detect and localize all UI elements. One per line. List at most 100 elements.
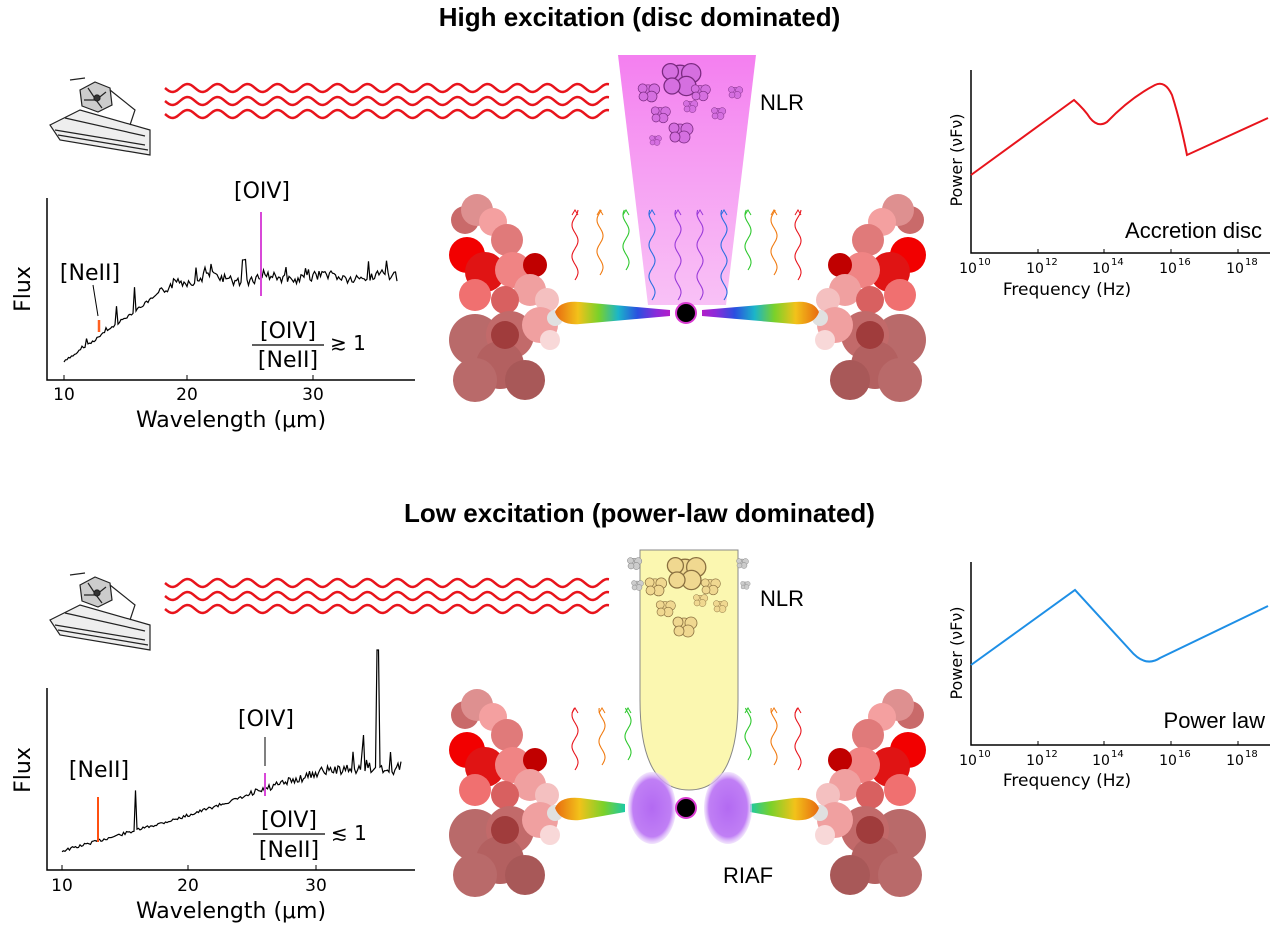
spec-xtick: 10 [53,385,75,405]
sed-xtick: 10 [1159,753,1177,769]
spec-xlabel: Wavelength (μm) [136,408,326,433]
spec-xtick: 30 [305,876,327,896]
radiation-wave-icon [164,82,610,120]
sed-xtick-exponent: 14 [1111,257,1124,268]
squiggle [624,707,632,761]
sed-xtick: 10 [1226,261,1244,277]
sed-xtick-exponent: 10 [978,257,991,268]
squiggle-arrowhead [571,209,579,216]
spec-xtick: 20 [176,385,198,405]
accretion-disc-right [750,797,819,821]
sed-xtick-exponent: 16 [1178,257,1191,268]
sed-xlabel: Frequency (Hz) [1003,280,1131,300]
sed-xtick: 10 [959,753,977,769]
sed-xtick: 10 [1092,261,1110,277]
neii-pointer [92,284,99,317]
spec-xtick: 20 [177,876,199,896]
wave-line [164,590,610,602]
ratio-denominator: [NeII] [258,348,318,373]
sed-xtick-exponent: 10 [978,749,991,760]
sed-xtick: 10 [959,261,977,277]
squiggle [770,707,778,766]
sed-xtick: 10 [1159,261,1177,277]
squiggle-arrowhead [624,707,632,714]
spectrum-trace [63,258,398,363]
spectrum-trace [61,649,402,853]
squiggle [571,209,579,281]
spec-xtick: 30 [302,385,324,405]
torus-cloud-icon [449,689,563,897]
sed-xtick-exponent: 12 [1045,749,1058,760]
torus-cloud-icon [449,194,563,402]
oiv-label: [OIV] [234,179,290,204]
nlr-label: NLR [760,586,804,611]
sed-ylabel: Power (νFν) [947,606,966,699]
riaf-blob-left [628,772,676,844]
sed-xtick: 10 [1092,753,1110,769]
sed-xtick-exponent: 16 [1178,749,1191,760]
sed-annotation: Accretion disc [1125,218,1262,243]
spec-xtick: 10 [51,876,73,896]
ratio-relation: ≲ 1 [331,821,367,845]
squiggle [720,209,728,301]
neii-label: [NeII] [60,261,120,286]
telescope-icon [49,77,151,156]
sed-ylabel: Power (νFν) [947,113,966,206]
squiggle [744,707,752,761]
sed-xtick-exponent: 12 [1045,257,1058,268]
squiggle [622,209,630,271]
riaf-label: RIAF [723,863,773,888]
squiggle-arrowhead [744,209,752,216]
sed-curve [970,82,1269,176]
squiggle [744,209,752,271]
accretion-disc-left [555,301,670,325]
squiggle-arrowhead [571,707,579,714]
squiggle-arrowhead [674,209,682,216]
spec-ylabel: Flux [11,747,36,793]
wave-line [164,95,610,107]
squiggle [770,209,778,276]
squiggle-arrowhead [696,209,704,216]
squiggle-arrowhead [794,707,802,714]
nlr-label: NLR [760,90,804,115]
squiggle-arrowhead [596,209,604,216]
spec-ylabel: Flux [11,266,36,312]
bottom-panel-title: Low excitation (power-law dominated) [404,498,875,528]
sed-xtick-exponent: 18 [1245,257,1258,268]
ratio-numerator: [OIV] [261,808,317,833]
wave-line [164,577,610,589]
top-spectrum-plot: 10 20 30 Wavelength (μm) Flux [NeII] [OI… [11,179,415,433]
emission-squiggles [571,707,802,771]
spec-xlabel: Wavelength (μm) [136,899,326,924]
riaf-blob-right [704,772,752,844]
sed-xtick-exponent: 14 [1111,749,1124,760]
torus-cloud-icon [812,194,926,402]
squiggle [596,209,604,276]
sed-xlabel: Frequency (Hz) [1003,771,1131,791]
black-hole-icon [675,797,697,819]
torus-cloud-icon [812,689,926,897]
top-panel-title: High excitation (disc dominated) [438,2,841,32]
squiggle-arrowhead [770,707,778,714]
ratio-denominator: [NeII] [259,838,319,863]
wave-line [164,108,610,120]
sed-xtick: 10 [1226,753,1244,769]
squiggle-arrowhead [648,209,656,216]
bottom-spectrum-plot: 10 20 30 Wavelength (μm) Flux [NeII] [OI… [11,649,415,924]
sed-annotation: Power law [1164,708,1266,733]
wave-line [164,82,610,94]
bottom-sed-plot: 10 10 10 12 10 14 10 16 10 18 Frequency (Hz) Powe… [947,562,1270,791]
oiv-label: [OIV] [238,707,294,732]
ratio-numerator: [OIV] [260,319,316,344]
squiggle [794,707,802,771]
ratio-relation: ≳ 1 [330,331,366,355]
squiggle [648,209,656,301]
squiggle [696,209,704,301]
squiggle [674,209,682,301]
emission-squiggles [571,209,802,301]
squiggle-arrowhead [622,209,630,216]
sed-curve [970,588,1269,666]
squiggle [598,707,606,766]
sed-xtick: 10 [1026,753,1044,769]
